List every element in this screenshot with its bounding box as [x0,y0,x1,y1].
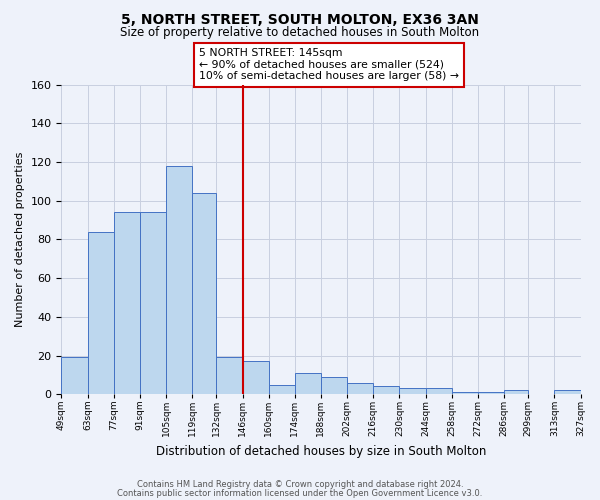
Bar [140,212,166,394]
Bar [61,358,88,394]
Bar [347,382,373,394]
Text: Contains HM Land Registry data © Crown copyright and database right 2024.: Contains HM Land Registry data © Crown c… [137,480,463,489]
Bar [217,358,242,394]
Bar [373,386,400,394]
Text: 5 NORTH STREET: 145sqm
← 90% of detached houses are smaller (524)
10% of semi-de: 5 NORTH STREET: 145sqm ← 90% of detached… [199,48,459,82]
Bar [321,377,347,394]
Bar [400,388,425,394]
Text: Contains public sector information licensed under the Open Government Licence v3: Contains public sector information licen… [118,489,482,498]
Bar [295,373,321,394]
Bar [113,212,140,394]
Bar [242,362,269,394]
Bar [88,232,113,394]
Y-axis label: Number of detached properties: Number of detached properties [15,152,25,327]
X-axis label: Distribution of detached houses by size in South Molton: Distribution of detached houses by size … [156,444,486,458]
Bar [452,392,478,394]
Text: Size of property relative to detached houses in South Molton: Size of property relative to detached ho… [121,26,479,39]
Bar [166,166,192,394]
Bar [478,392,504,394]
Bar [192,193,217,394]
Bar [425,388,452,394]
Bar [504,390,528,394]
Bar [269,384,295,394]
Text: 5, NORTH STREET, SOUTH MOLTON, EX36 3AN: 5, NORTH STREET, SOUTH MOLTON, EX36 3AN [121,12,479,26]
Bar [554,390,581,394]
